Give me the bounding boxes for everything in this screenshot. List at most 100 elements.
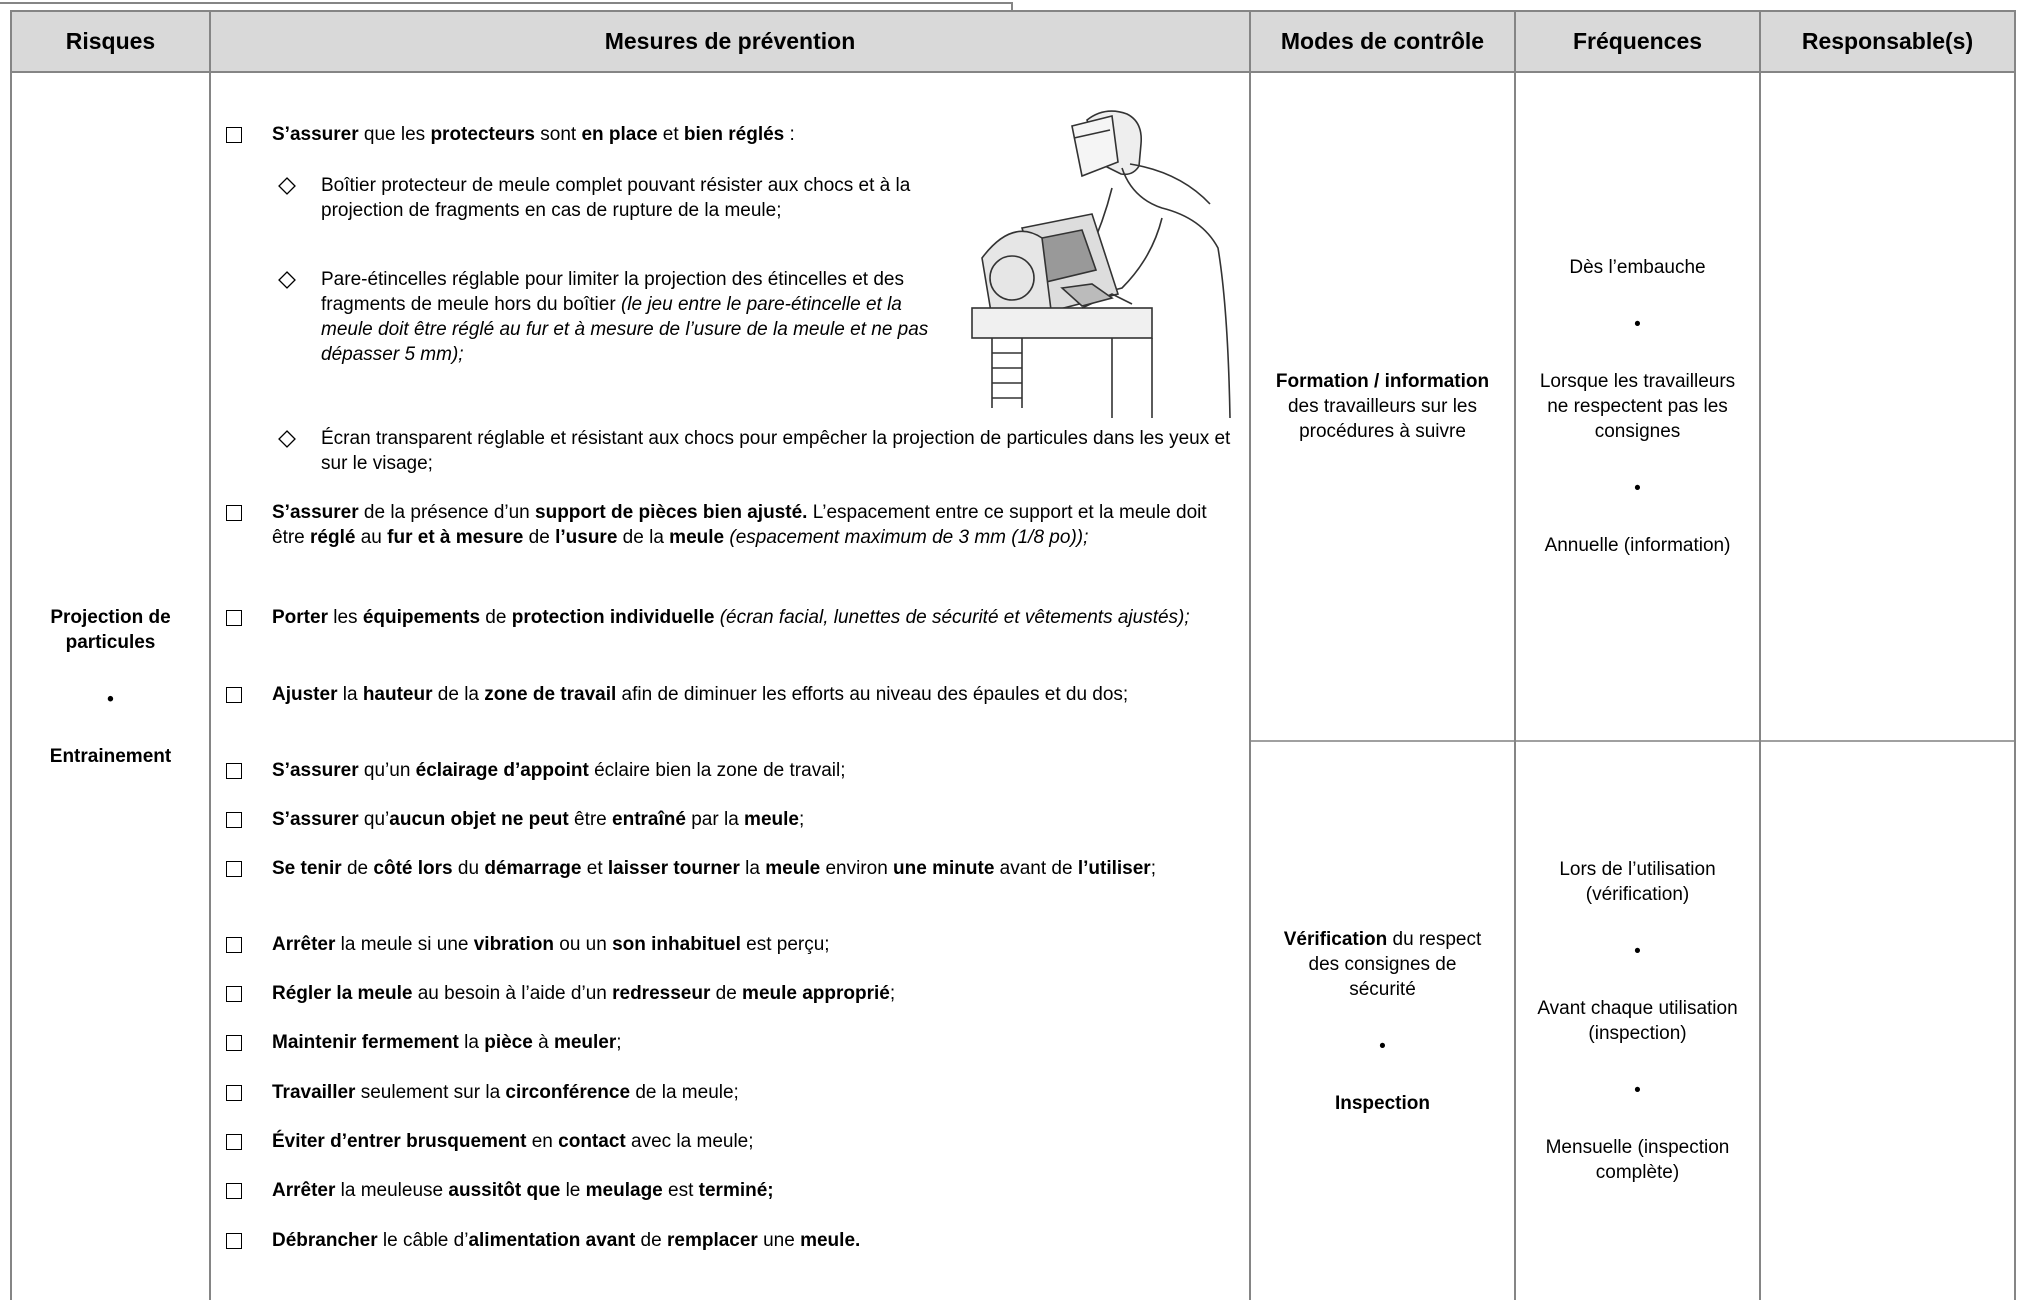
- measure-item: Porter les équipements de protection ind…: [272, 605, 1227, 630]
- frequency-text: Annuelle (information): [1544, 535, 1731, 556]
- checkbox: [226, 1085, 242, 1101]
- bold-text: en place: [581, 124, 658, 145]
- border: [1249, 740, 2016, 742]
- text: Écran transparent réglable et résistant …: [321, 428, 1231, 474]
- text: environ: [820, 858, 894, 879]
- diamond-bullet: [278, 430, 296, 448]
- checkbox: [226, 505, 242, 521]
- bold-text: côté lors: [373, 858, 453, 879]
- frequency-text: Lors de l’utilisation (vérification): [1559, 859, 1716, 905]
- bold-text: Débrancher: [272, 1230, 378, 1251]
- measure-subitem: Écran transparent réglable et résistant …: [321, 426, 1231, 476]
- bold-text: S’assurer: [272, 502, 359, 523]
- text: ou un: [553, 934, 613, 955]
- bold-text: Inspection: [1334, 1092, 1430, 1114]
- measure-subitem: Pare-étincelles réglable pour limiter la…: [321, 267, 941, 367]
- diamond-bullet: [278, 177, 296, 195]
- text: de la présence d’un: [358, 502, 536, 523]
- checkbox: [226, 1233, 242, 1249]
- header-cell: Risques: [12, 12, 209, 71]
- bold-text: meule.: [800, 1230, 861, 1251]
- text: des travailleurs sur les procédures à su…: [1287, 396, 1478, 442]
- text: au besoin à l’aide d’un: [412, 983, 613, 1004]
- text: la: [337, 684, 363, 705]
- checkbox: [226, 127, 242, 143]
- bold-text: pièce: [484, 1032, 533, 1053]
- bold-text: Maintenir fermement: [272, 1032, 459, 1053]
- measure-item: Ajuster la hauteur de la zone de travail…: [272, 682, 1227, 707]
- bold-text: bien réglés: [683, 124, 785, 145]
- frequency-cell: Lors de l’utilisation (vérification) • Ava…: [1516, 742, 1759, 1300]
- frequency-text: Dès l’embauche: [1569, 257, 1706, 278]
- tab-edge: [0, 2, 1012, 4]
- text: les: [327, 607, 363, 628]
- text: une: [757, 1230, 801, 1251]
- measure-item: Éviter d’entrer brusquement en contact a…: [272, 1129, 1227, 1154]
- bold-text: meuler: [553, 1032, 617, 1053]
- border: [10, 10, 12, 1300]
- measure-item: Arrêter la meule si une vibration ou un …: [272, 932, 1227, 957]
- border: [1514, 10, 1516, 1300]
- text: et: [581, 858, 608, 879]
- text: est perçu;: [740, 934, 830, 955]
- control-text: Vérification du respect des consignes de…: [1275, 927, 1490, 1002]
- border: [10, 71, 2016, 73]
- text: de: [635, 1230, 667, 1251]
- bold-text: meule approprié: [742, 983, 890, 1004]
- text: L’espacement entre ce support et la meul…: [272, 502, 1207, 548]
- text: par la: [685, 809, 745, 830]
- risk-text: Projection de particules: [50, 606, 171, 653]
- bold-text: support de pièces bien ajusté.: [535, 502, 808, 523]
- bold-text: une minute: [893, 858, 995, 879]
- text: Pare-étincelles réglable pour limiter la…: [321, 269, 904, 315]
- text: et: [657, 124, 684, 145]
- bold-text: son inhabituel: [612, 934, 741, 955]
- text: Boîtier protecteur de meule complet pouv…: [321, 175, 911, 221]
- frequency-text: Lorsque les travailleurs ne respectent p…: [1539, 371, 1736, 442]
- header-cell: Mesures de prévention: [211, 12, 1249, 71]
- checkbox: [226, 812, 242, 828]
- bold-text: meulage: [585, 1180, 663, 1201]
- bold-text: Régler la meule: [272, 983, 413, 1004]
- text: de: [523, 527, 556, 548]
- control-cell: Formation / information des travailleurs…: [1251, 73, 1514, 740]
- text: de la: [432, 684, 485, 705]
- border: [209, 10, 211, 1300]
- bold-text: démarrage: [484, 858, 582, 879]
- control-text: Inspection: [1275, 1091, 1490, 1116]
- bold-text: meule: [744, 809, 799, 830]
- text: la: [739, 858, 766, 879]
- bold-text: Vérification: [1283, 928, 1388, 950]
- bold-text: l’usure: [555, 527, 618, 548]
- bold-text: redresseur: [612, 983, 711, 1004]
- control-cell: Vérification du respect des consignes de…: [1251, 742, 1514, 1300]
- bold-text: équipements: [362, 607, 481, 628]
- header-cell: Fréquences: [1516, 12, 1759, 71]
- bold-text: fur et à mesure: [387, 527, 524, 548]
- text: afin de diminuer les efforts au niveau d…: [616, 684, 1129, 705]
- measure-item: S’assurer qu’un éclairage d’appoint écla…: [272, 758, 1227, 783]
- frequency-cell: Dès l’embauche • Lorsque les travailleurs …: [1516, 73, 1759, 740]
- text: est: [662, 1180, 699, 1201]
- bold-text: Arrêter: [272, 934, 336, 955]
- text: la meule si une: [335, 934, 474, 955]
- text: de la meule;: [630, 1082, 739, 1103]
- checkbox: [226, 610, 242, 626]
- diamond-bullet: [278, 271, 296, 289]
- text: du respect des consignes de sécurité: [1308, 928, 1482, 1000]
- measure-item: S’assurer de la présence d’un support de…: [272, 500, 1227, 550]
- checkbox: [226, 861, 242, 877]
- text: être: [568, 809, 613, 830]
- bold-text: Se tenir: [272, 858, 342, 879]
- bold-text: laisser tourner: [607, 858, 740, 879]
- risks-cell: Projection de particules • Entrainement: [12, 73, 209, 1300]
- text: :: [784, 124, 795, 145]
- text: avec la meule;: [625, 1131, 754, 1152]
- border: [10, 10, 2016, 12]
- text: sont: [534, 124, 582, 145]
- text: éclaire bien la zone de travail;: [588, 760, 846, 781]
- text: de la: [617, 527, 670, 548]
- bold-text: Ajuster: [272, 684, 338, 705]
